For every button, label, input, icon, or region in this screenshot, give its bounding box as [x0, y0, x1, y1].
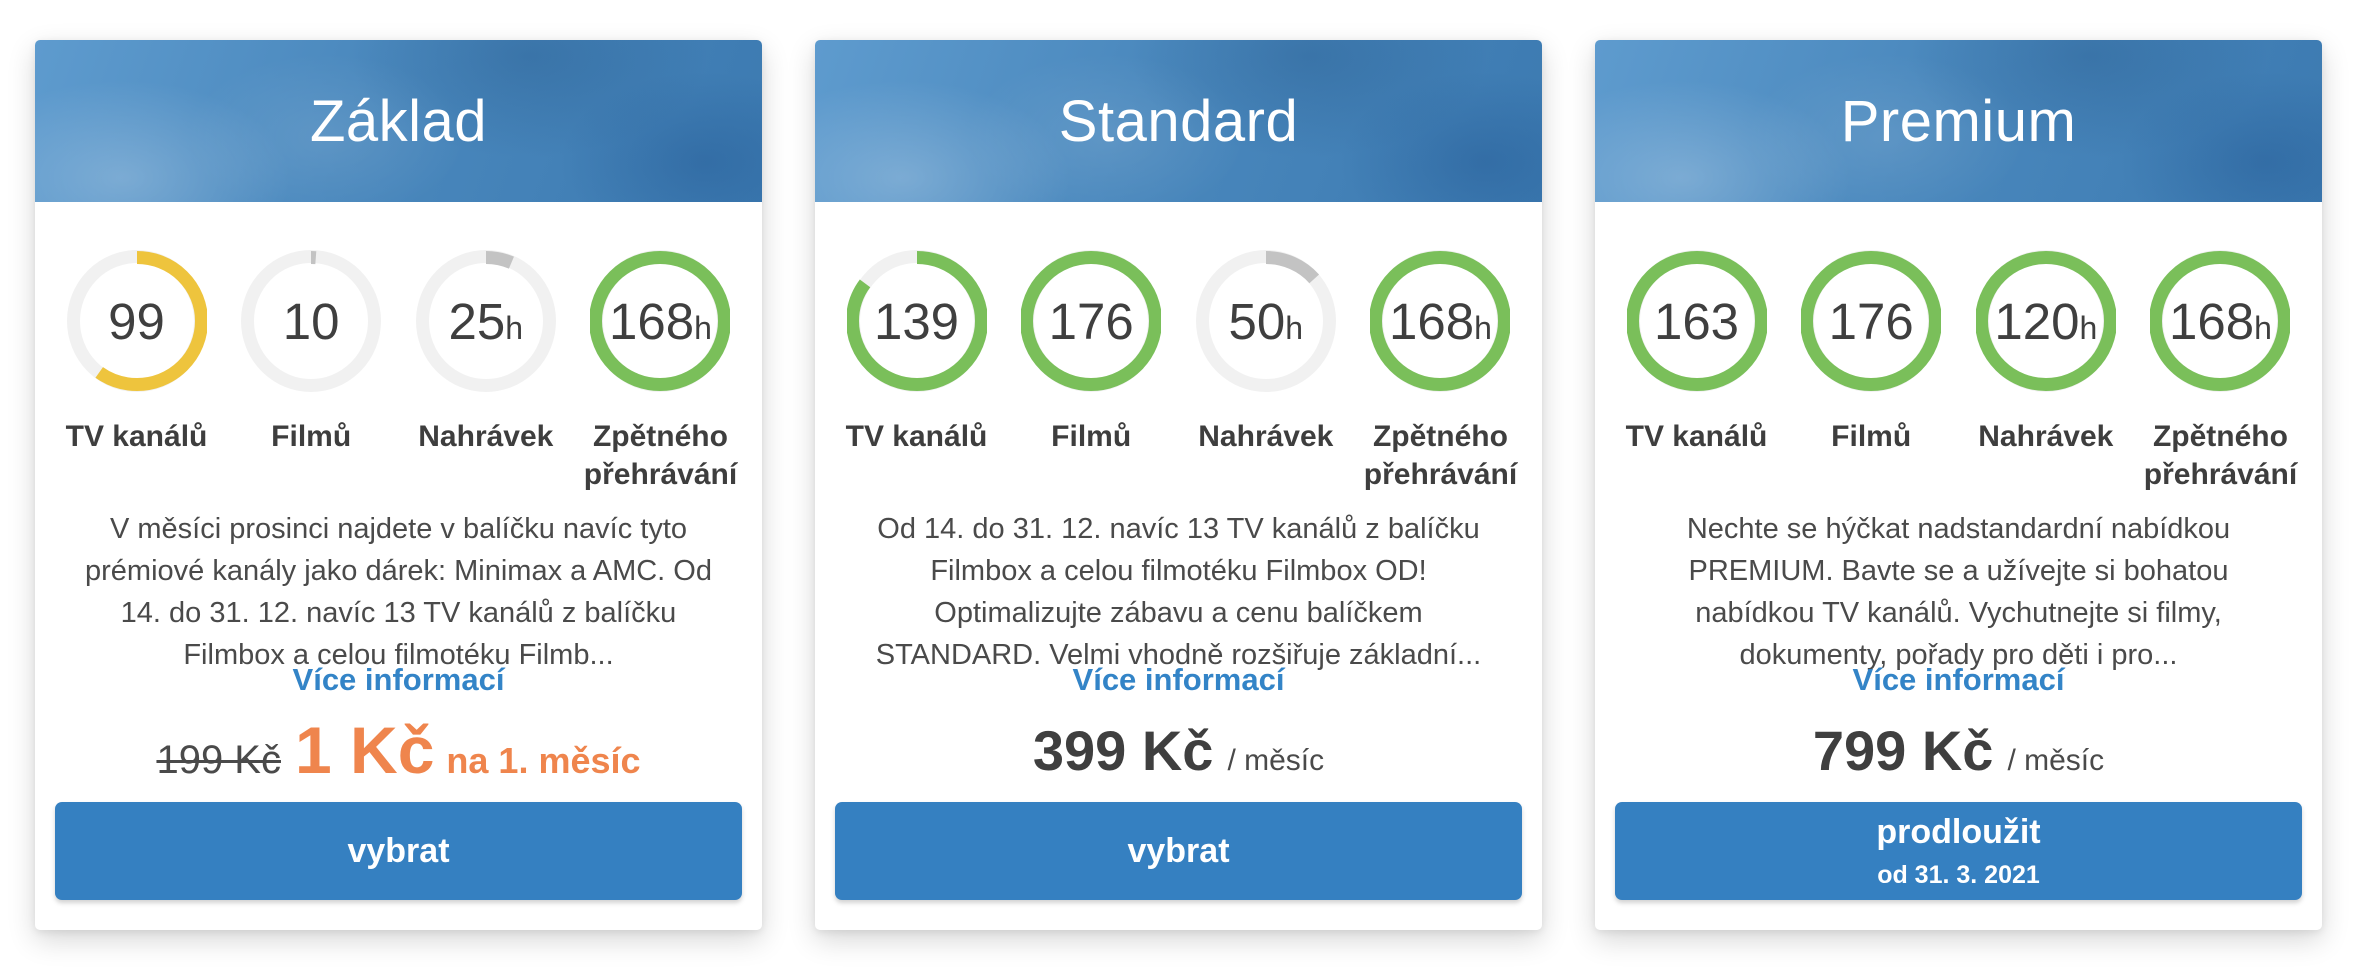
stat-label: Filmů: [1051, 420, 1132, 453]
gauge-ring: 120 h: [1975, 250, 2116, 392]
stat-recordings: 120 h Nahrávek: [1960, 250, 2131, 494]
more-info-link[interactable]: Více informací: [1852, 662, 2065, 697]
current-price: 399 Kč: [1032, 719, 1214, 782]
gauge-ring: 168 h: [590, 250, 731, 392]
gauge-ring: 99: [66, 250, 207, 392]
more-info-link[interactable]: Více informací: [292, 662, 505, 697]
stat-timeshift: 168 h Zpětného přehrávání: [2135, 250, 2306, 494]
plan-card-premium: Premium 163 TV kanálů 176 Filmů: [1595, 40, 2322, 930]
stat-label: Zpětného přehrávání: [583, 420, 738, 491]
renew-button[interactable]: prodloužit od 31. 3. 2021: [1615, 802, 2302, 900]
stat-tv-channels: 139 TV kanálů: [831, 250, 1002, 494]
gauge-ring-svg: [1370, 250, 1511, 392]
plan-stats-row: 99 TV kanálů 10 Filmů 25 h Nahrá: [51, 250, 746, 494]
stat-value: 163: [1653, 292, 1740, 350]
plan-title: Základ: [309, 88, 488, 154]
stat-movies: 176 Filmů: [1006, 250, 1177, 494]
stat-recordings: 50 h Nahrávek: [1180, 250, 1351, 494]
stat-value: 120 h: [1994, 292, 2098, 350]
plan-stats-row: 139 TV kanálů 176 Filmů 50 h Nah: [831, 250, 1526, 494]
more-info-link[interactable]: Více informací: [1072, 662, 1285, 697]
stat-value: 168 h: [1389, 292, 1492, 350]
stat-value: 99: [108, 292, 165, 350]
gauge-ring: 10: [241, 250, 382, 392]
select-button[interactable]: vybrat: [55, 802, 742, 900]
gauge-ring-svg: [1195, 250, 1336, 392]
current-price: 799 Kč: [1812, 719, 1994, 782]
stat-movies: 176 Filmů: [1786, 250, 1957, 494]
plan-description: V měsíci prosinci najdete v balíčku naví…: [85, 513, 712, 671]
plan-title: Standard: [1058, 88, 1299, 154]
gauge-ring-svg: [1021, 250, 1162, 392]
stat-tv-channels: 163 TV kanálů: [1611, 250, 1782, 494]
price: 399 Kč / měsíc: [815, 718, 1542, 783]
stat-label: Nahrávek: [1198, 420, 1334, 453]
current-price: 1 Kč: [294, 713, 435, 787]
plan-header: Základ: [35, 40, 762, 202]
stat-label: Nahrávek: [418, 420, 554, 453]
stat-recordings: 25 h Nahrávek: [400, 250, 571, 494]
gauge-ring: 168 h: [2150, 250, 2291, 392]
stat-label: Filmů: [1831, 420, 1912, 453]
stat-label: TV kanálů: [65, 420, 208, 453]
price-note: / měsíc: [1227, 744, 1325, 777]
stat-value: 168 h: [609, 292, 712, 350]
gauge-ring-svg: [1975, 250, 2116, 392]
gauge-ring-svg: [241, 250, 382, 392]
stat-label: Filmů: [271, 420, 352, 453]
stat-label: Zpětného přehrávání: [2143, 420, 2298, 491]
stat-value: 25 h: [448, 292, 524, 350]
plan-header: Premium: [1595, 40, 2322, 202]
stat-timeshift: 168 h Zpětného přehrávání: [575, 250, 746, 494]
gauge-ring-svg: [2150, 250, 2291, 392]
gauge-ring-svg: [846, 250, 987, 392]
gauge-ring: 168 h: [1370, 250, 1511, 392]
plan-title: Premium: [1840, 88, 2077, 154]
stat-value: 10: [282, 292, 340, 350]
price-note: na 1. měsíc: [446, 740, 641, 781]
gauge-ring: 163: [1626, 250, 1767, 392]
stat-tv-channels: 99 TV kanálů: [51, 250, 222, 494]
plan-card-zaklad: Základ 99 TV kanálů 10 Filmů: [35, 40, 762, 930]
gauge-ring: 176: [1021, 250, 1162, 392]
stat-movies: 10 Filmů: [226, 250, 397, 494]
stat-value: 139: [873, 292, 960, 350]
gauge-ring: 139: [846, 250, 987, 392]
gauge-ring-svg: [415, 250, 556, 392]
gauge-ring-svg: [1626, 250, 1767, 392]
plan-header: Standard: [815, 40, 1542, 202]
stat-label: TV kanálů: [845, 420, 988, 453]
gauge-ring: 25 h: [415, 250, 556, 392]
plan-stats-row: 163 TV kanálů 176 Filmů 120 h Na: [1611, 250, 2306, 494]
gauge-ring-svg: [590, 250, 731, 392]
plan-description: Nechte se hýčkat nadstandardní nabídkou …: [1686, 513, 2231, 671]
stat-timeshift: 168 h Zpětného přehrávání: [1355, 250, 1526, 494]
stat-value: 168 h: [2169, 292, 2272, 350]
gauge-ring-svg: [1801, 250, 1942, 392]
stat-value: 50 h: [1228, 292, 1304, 350]
stat-label: Nahrávek: [1978, 420, 2114, 453]
gauge-ring: 50 h: [1195, 250, 1336, 392]
gauge-ring-svg: [66, 250, 207, 392]
price-note: / měsíc: [2007, 744, 2105, 777]
stat-label: Zpětného přehrávání: [1363, 420, 1518, 491]
old-price: 199 Kč: [156, 738, 281, 782]
stat-label: TV kanálů: [1625, 420, 1768, 453]
stat-value: 176: [1048, 292, 1134, 350]
price: 199 Kč 1 Kč na 1. měsíc: [35, 712, 762, 788]
stat-value: 176: [1828, 292, 1914, 350]
gauge-ring: 176: [1801, 250, 1942, 392]
select-button[interactable]: vybrat: [835, 802, 1522, 900]
price: 799 Kč / měsíc: [1595, 718, 2322, 783]
plan-description: Od 14. do 31. 12. navíc 13 TV kanálů z b…: [875, 513, 1482, 671]
plan-card-standard: Standard 139 TV kanálů 176 Filmů: [815, 40, 1542, 930]
